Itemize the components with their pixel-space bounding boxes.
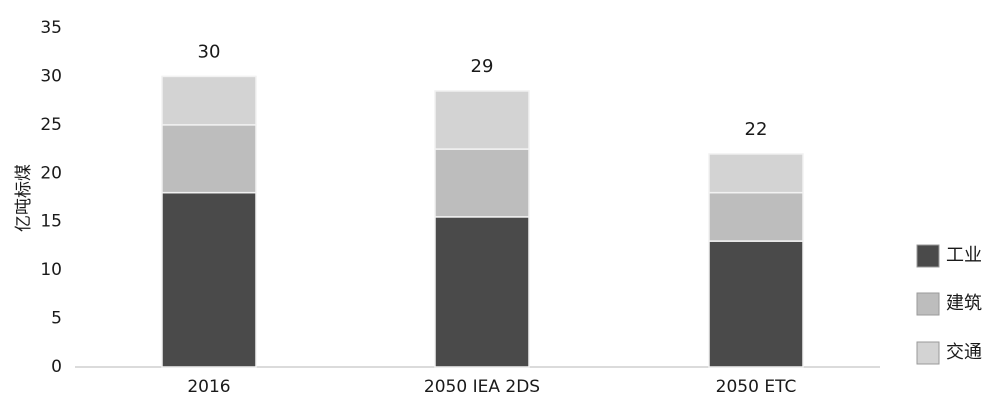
bar-segment: [434, 216, 530, 368]
legend-label: 建筑: [946, 293, 982, 314]
legend-swatch: [916, 244, 940, 268]
y-tick-labels: 0 5 10 15 20 25 30 35: [40, 18, 62, 377]
bar-segment: [708, 240, 804, 368]
y-tick-label: 20: [40, 163, 62, 183]
y-tick-label: 10: [40, 260, 62, 280]
x-tick-labels: 2016 2050 IEA 2DS 2050 ETC: [187, 377, 796, 396]
y-tick-label: 15: [40, 212, 62, 232]
bar-total-labels: 30 29 22: [198, 41, 768, 139]
bar-total-label: 29: [471, 56, 494, 77]
y-axis-label: 亿吨标煤: [14, 164, 34, 232]
x-tick-label: 2050 ETC: [716, 377, 797, 396]
bars: [161, 75, 804, 368]
bar-segment: [434, 90, 530, 150]
x-tick-label: 2016: [187, 377, 230, 396]
y-tick-label: 35: [40, 18, 62, 38]
y-tick-label: 30: [40, 66, 62, 86]
bar-segment: [708, 153, 804, 194]
bar-total-label: 30: [198, 41, 221, 62]
legend-label: 工业: [946, 245, 982, 266]
bar-total-label: 22: [745, 119, 768, 140]
bar-segment: [161, 75, 257, 126]
legend-swatch: [916, 341, 940, 365]
legend-label: 交通: [946, 342, 982, 363]
x-tick-label: 2050 IEA 2DS: [424, 377, 540, 396]
y-tick-label: 25: [40, 115, 62, 135]
bar-segment: [161, 124, 257, 194]
bar-segment: [161, 191, 257, 368]
bar-segment: [434, 148, 530, 218]
legend-swatch: [916, 292, 940, 316]
y-tick-label: 0: [51, 357, 62, 377]
y-tick-label: 5: [51, 309, 62, 329]
bar-segment: [708, 191, 804, 242]
